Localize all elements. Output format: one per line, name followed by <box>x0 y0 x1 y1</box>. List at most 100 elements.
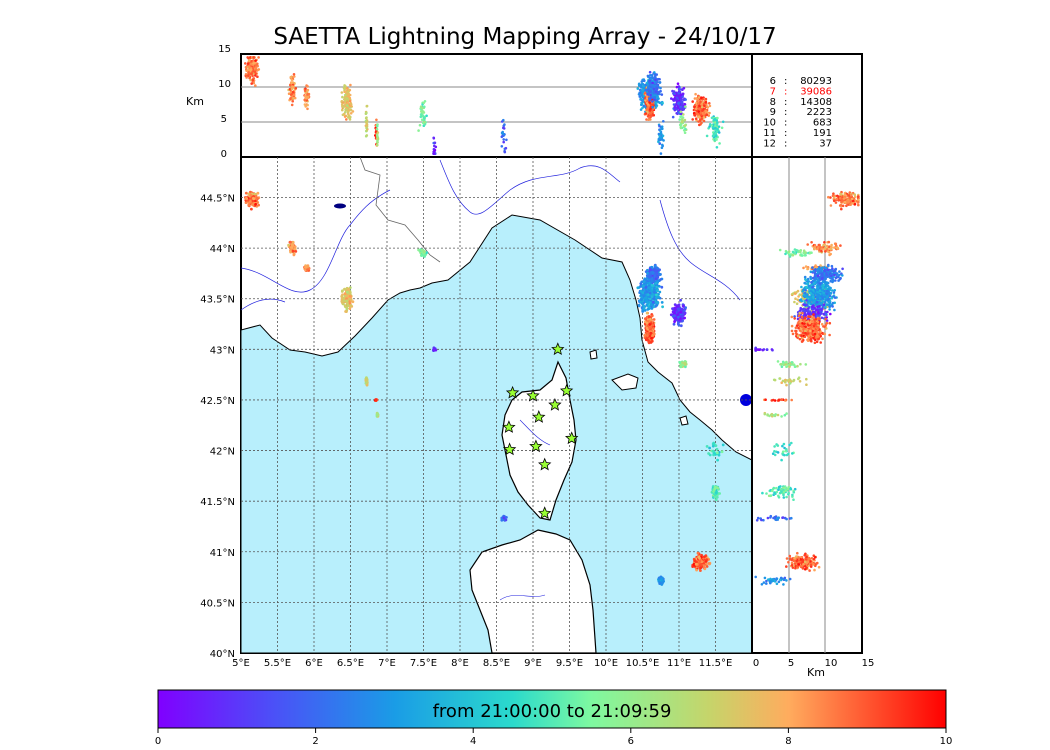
lat-tick-label: 44°N <box>210 244 235 255</box>
lightning-source-dot <box>652 291 656 294</box>
lightning-source-dot <box>705 445 709 448</box>
lightning-source-dot <box>255 196 259 200</box>
lightning-source-dot <box>828 253 831 257</box>
lightning-source-dot <box>651 93 655 97</box>
lightning-source-dot <box>682 113 685 116</box>
lightning-source-dot <box>816 300 819 304</box>
lat-tick-label: 42°N <box>210 447 235 458</box>
lightning-source-dot <box>652 300 655 304</box>
lightning-source-dot <box>802 266 805 270</box>
lightning-source-dot <box>365 111 368 115</box>
station-star-icon <box>551 342 565 356</box>
lightning-source-dot <box>250 72 253 76</box>
lightning-source-dot <box>648 101 651 104</box>
lon-tick-label: 10.5°E <box>626 658 660 669</box>
lightning-source-dot <box>844 193 847 197</box>
lightning-source-dot <box>794 297 797 301</box>
lightning-source-dot <box>778 377 782 380</box>
lightning-source-dot <box>502 516 506 520</box>
lightning-source-dot <box>803 297 807 301</box>
lightning-source-dot <box>811 285 814 289</box>
lon-tick-label: 11.5°E <box>699 658 733 669</box>
lightning-source-dot <box>254 84 257 87</box>
lightning-source-dot <box>835 246 839 250</box>
lightning-source-dot <box>648 334 652 338</box>
lightning-source-dot <box>651 76 654 79</box>
lightning-source-dot <box>340 297 344 301</box>
lightning-source-dot <box>684 98 687 101</box>
stats-colon: : <box>784 86 787 97</box>
lightning-source-dot <box>652 331 656 334</box>
lon-tick-label: 6°E <box>305 658 323 669</box>
lightning-source-dot <box>351 300 355 304</box>
lightning-source-dot <box>303 103 307 106</box>
lightning-source-dot <box>673 314 676 317</box>
lightning-source-dot <box>710 116 714 120</box>
stats-key: 12 <box>763 138 776 149</box>
lightning-source-dot <box>419 113 423 116</box>
lightning-source-dot <box>840 207 843 211</box>
lightning-source-dot <box>683 102 686 106</box>
lightning-source-dot <box>650 271 653 274</box>
lightning-source-dot <box>646 107 649 110</box>
lightning-source-dot <box>769 514 773 518</box>
lightning-source-dot <box>679 324 683 328</box>
lightning-source-dot <box>349 108 353 112</box>
lightning-source-dot <box>827 240 831 244</box>
lightning-source-dot <box>653 74 657 78</box>
lightning-source-dot <box>504 518 508 522</box>
lightning-source-dot <box>798 293 801 297</box>
lightning-source-dot <box>818 243 821 247</box>
lightning-source-dot <box>681 119 684 123</box>
lightning-source-dot <box>676 313 680 317</box>
lightning-source-dot <box>680 117 684 121</box>
lightning-source-dot <box>653 96 656 99</box>
lightning-source-dot <box>640 93 643 96</box>
lightning-source-dot <box>824 305 827 309</box>
lightning-source-dot <box>787 378 791 382</box>
lightning-source-dot <box>803 281 806 285</box>
lightning-source-dot <box>820 247 823 251</box>
lightning-source-dot <box>677 85 681 88</box>
lightning-source-dot <box>433 141 437 145</box>
lightning-source-dot <box>662 120 665 123</box>
lightning-source-dot <box>677 308 681 312</box>
lightning-source-dot <box>639 97 643 101</box>
lightning-source-dot <box>650 83 653 87</box>
lightning-source-dot <box>293 247 297 251</box>
lightning-source-dot <box>805 299 808 302</box>
lightning-source-dot <box>365 126 368 130</box>
lightning-source-dot <box>845 199 849 203</box>
lightning-source-dot <box>250 207 253 211</box>
lightning-source-dot <box>652 87 656 91</box>
lightning-source-dot <box>653 264 657 268</box>
lightning-source-dot <box>292 93 296 97</box>
lightning-source-dot <box>348 118 352 121</box>
lightning-source-dot <box>700 121 703 125</box>
lightning-source-dot <box>777 399 781 402</box>
lightning-source-dot <box>669 313 673 317</box>
lightning-source-dot <box>650 336 653 340</box>
lightning-source-dot <box>703 567 707 571</box>
lightning-source-dot <box>827 301 830 304</box>
stats-key: 6 <box>770 76 776 87</box>
lightning-source-dot <box>829 312 832 316</box>
lightning-source-dot <box>672 103 676 106</box>
lightning-source-dot <box>853 193 856 196</box>
lightning-source-dot <box>653 71 656 74</box>
lightning-source-dot <box>807 299 810 303</box>
lightning-source-dot <box>249 193 253 197</box>
lightning-source-dot <box>375 128 379 131</box>
lightning-source-dot <box>642 104 646 108</box>
lightning-source-dot <box>849 203 852 206</box>
lightning-source-dot <box>504 146 508 150</box>
lightning-source-dot <box>651 81 654 85</box>
lightning-source-dot <box>658 78 661 81</box>
lightning-source-dot <box>705 134 709 138</box>
lightning-source-dot <box>303 89 307 93</box>
lightning-source-dot <box>657 293 660 296</box>
lightning-source-dot <box>824 287 828 291</box>
lightning-source-dot <box>652 91 656 95</box>
altitude-latitude-panel: 0 5 10 15 Km <box>751 156 874 679</box>
lon-tick-label: 7.5°E <box>410 658 437 669</box>
